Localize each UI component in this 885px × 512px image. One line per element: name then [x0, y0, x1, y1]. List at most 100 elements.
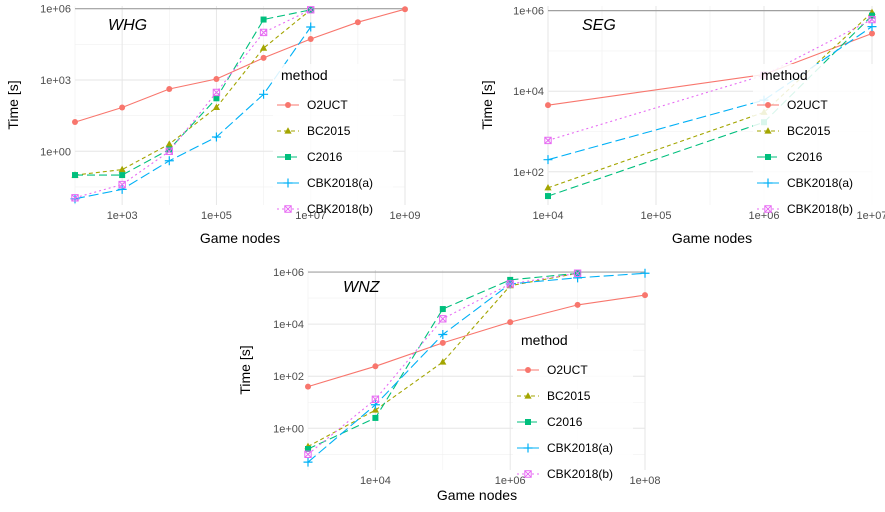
- data-point: [71, 194, 79, 202]
- data-point: [370, 400, 380, 410]
- data-point: [259, 28, 268, 37]
- legend-background: [513, 329, 633, 475]
- data-point: [354, 19, 361, 26]
- data-point: [545, 193, 551, 200]
- x-axis-title: Game nodes: [437, 487, 517, 503]
- data-point: [573, 269, 582, 277]
- data-point: [307, 36, 314, 43]
- y-tick-label: 1e+02: [513, 167, 544, 179]
- x-tick-label: 1e+07: [295, 210, 326, 222]
- legend-label: CBK2018(a): [787, 176, 853, 190]
- data-point: [438, 329, 448, 339]
- data-point: [439, 358, 447, 365]
- series-line: [74, 9, 311, 199]
- data-point: [165, 147, 173, 155]
- legend-label: CBK2018(b): [307, 202, 373, 216]
- series-cbk2018-b-: [304, 269, 582, 459]
- legend-key-marker: [765, 154, 771, 160]
- legend-label: O2UCT: [547, 363, 588, 377]
- legend-key-marker: [765, 102, 771, 108]
- chart-panel-wnz: 1e+04 1e+06 1e+08 1e+00 1e+02 1e+04 1e+06 WNZ Ga…: [237, 267, 660, 503]
- series-line: [307, 272, 578, 447]
- data-point: [372, 414, 379, 421]
- y-tick-label: 1e+00: [40, 146, 71, 158]
- data-point: [260, 16, 267, 23]
- x-axis-title: Game nodes: [200, 230, 280, 246]
- data-point: [118, 165, 126, 173]
- legend-label: C2016: [547, 415, 583, 429]
- data-point: [507, 319, 514, 326]
- y-tick-label: 1e+04: [273, 319, 304, 331]
- data-point: [166, 85, 173, 92]
- legend-title: method: [281, 67, 328, 83]
- series-line: [307, 272, 578, 450]
- data-point: [574, 301, 581, 308]
- legend-label: CBK2018(a): [307, 176, 373, 190]
- y-axis-title: Time [s]: [5, 80, 21, 129]
- legend-label: BC2015: [787, 124, 831, 138]
- data-point: [372, 363, 379, 370]
- data-point: [304, 450, 312, 459]
- data-point: [642, 292, 648, 299]
- x-tick-label: 1e+06: [749, 210, 780, 222]
- legend: method O2UCT BC2015 C2016 CBK2018(a) CBK2018(…: [753, 64, 873, 216]
- data-point: [371, 395, 380, 403]
- panel-title: SEG: [582, 17, 616, 34]
- y-axis-title: Time [s]: [237, 345, 253, 394]
- legend-label: O2UCT: [307, 98, 348, 112]
- data-point: [306, 22, 316, 32]
- data-point: [119, 104, 126, 111]
- legend-key-marker: [525, 367, 531, 373]
- data-point: [371, 406, 379, 413]
- legend-key-marker: [284, 127, 292, 134]
- y-tick-label: 1e+00: [273, 423, 304, 435]
- legend-title: method: [521, 332, 568, 348]
- data-point: [305, 446, 311, 453]
- legend-label: CBK2018(b): [547, 467, 613, 481]
- data-point: [260, 54, 267, 61]
- data-point: [543, 155, 553, 165]
- data-point: [867, 22, 877, 32]
- x-tick-label: 1e+05: [201, 210, 232, 222]
- x-tick-label: 1e+04: [533, 210, 564, 222]
- legend-label: C2016: [787, 150, 823, 164]
- legend-key-marker: [763, 178, 773, 188]
- legend-key-marker: [525, 419, 531, 425]
- panel-title: WNZ: [343, 279, 381, 296]
- data-point: [211, 132, 221, 142]
- y-tick-label: 1e+06: [40, 4, 71, 16]
- legend-key-marker: [283, 178, 293, 188]
- data-point: [439, 315, 447, 323]
- x-tick-label: 1e+06: [495, 475, 526, 487]
- legend-background: [273, 64, 393, 210]
- series-line: [74, 9, 312, 176]
- legend-label: BC2015: [307, 124, 351, 138]
- series-line: [74, 26, 312, 200]
- legend: method O2UCT BC2015 C2016 CBK2018(a) CBK2018(…: [273, 64, 393, 216]
- legend-key-marker: [764, 205, 772, 213]
- legend-label: O2UCT: [787, 98, 828, 112]
- data-point: [305, 383, 311, 390]
- data-point: [545, 102, 551, 109]
- legend-label: BC2015: [547, 389, 591, 403]
- legend-key-marker: [524, 470, 532, 478]
- legend-key-marker: [284, 205, 292, 213]
- legend-key-marker: [764, 127, 772, 134]
- series-line: [74, 8, 406, 123]
- data-point: [259, 89, 269, 99]
- chart-panel-whg: 1e+03 1e+05 1e+07 1e+09 1e+00 1e+03 1e+06 WHG Ga…: [5, 4, 420, 246]
- data-point: [303, 457, 313, 467]
- data-point: [165, 140, 173, 147]
- legend-key-marker: [524, 392, 532, 399]
- data-point: [212, 88, 221, 97]
- data-point: [164, 156, 174, 166]
- data-point: [166, 146, 173, 153]
- data-point: [640, 268, 650, 278]
- y-tick-label: 1e+02: [273, 371, 304, 383]
- data-point: [119, 172, 126, 179]
- x-axis-title: Game nodes: [672, 230, 752, 246]
- data-point: [118, 180, 126, 189]
- data-point: [544, 184, 552, 191]
